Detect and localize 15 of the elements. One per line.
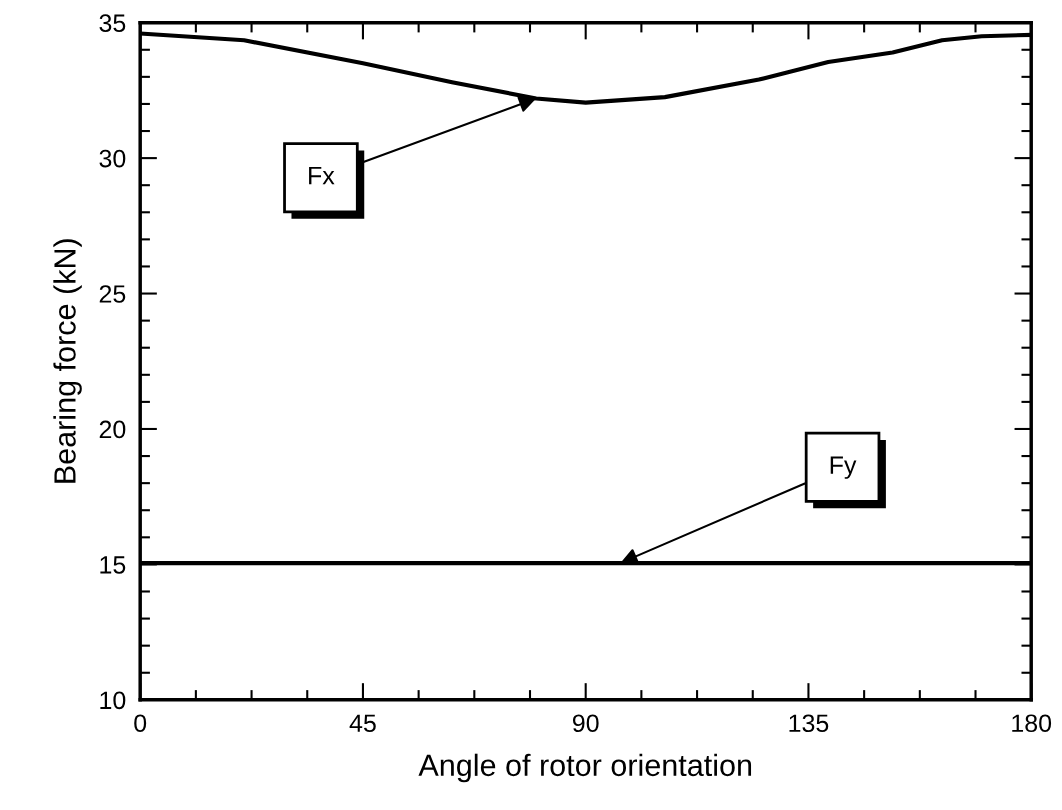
annotation: Fy xyxy=(830,456,857,479)
y-tick-label: 25 xyxy=(99,285,126,303)
x-tick-label: 45 xyxy=(349,714,376,733)
x-tick-label: 90 xyxy=(572,714,599,733)
y-tick-label: 35 xyxy=(99,14,126,32)
y-tick-label: 20 xyxy=(99,420,126,439)
x-tick-label: 0 xyxy=(134,714,147,733)
x-axis-title: Angle of rotor orientation xyxy=(418,753,752,783)
y-axis-title: Bearing force (kN) xyxy=(53,239,82,483)
y-tick-label: 15 xyxy=(100,556,126,574)
annotation: Fx xyxy=(309,166,335,185)
x-tick-label: 135 xyxy=(789,714,829,733)
y-tick-label: 30 xyxy=(99,149,126,168)
y-tick-label: 10 xyxy=(100,691,126,710)
x-tick-label: 180 xyxy=(1012,714,1052,733)
